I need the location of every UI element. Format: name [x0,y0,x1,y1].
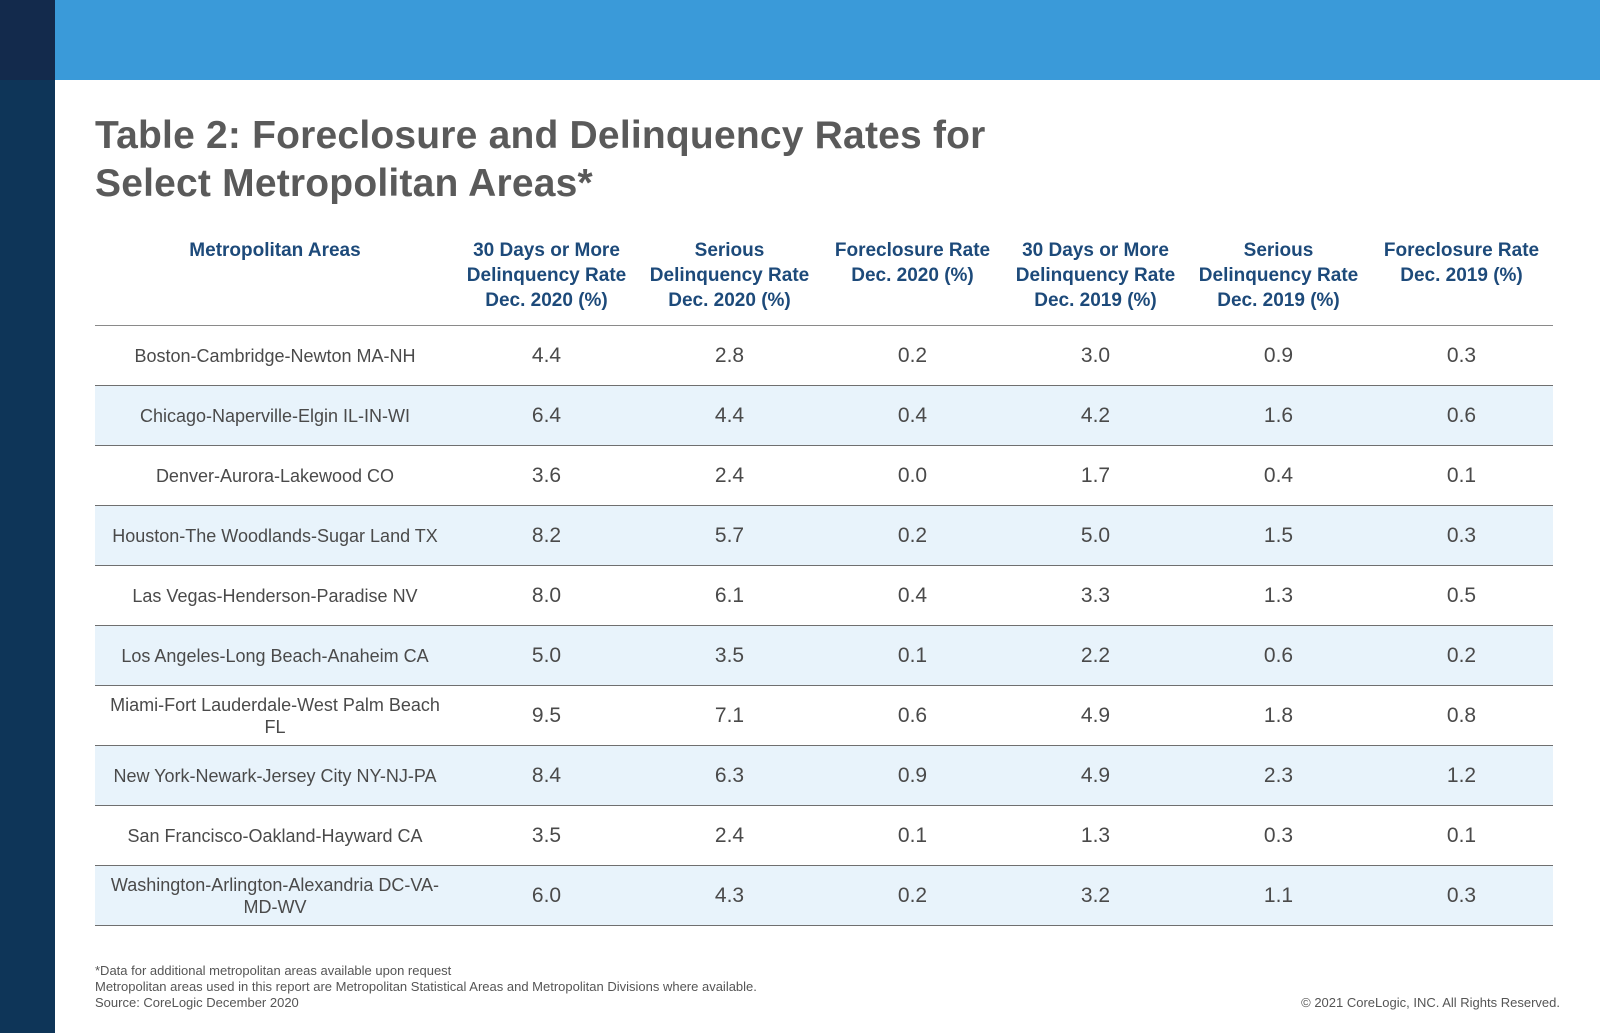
row-value: 3.5 [455,805,638,866]
header-delinq-30-2019: 30 Days or More Delinquency Rate Dec. 20… [1004,238,1187,326]
row-value: 8.4 [455,745,638,806]
header-foreclosure-2020: Foreclosure Rate Dec. 2020 (%) [821,238,1004,326]
row-area: New York-Newark-Jersey City NY-NJ-PA [95,745,455,806]
header-foreclosure-2019: Foreclosure Rate Dec. 2019 (%) [1370,238,1553,326]
table-row: Los Angeles-Long Beach-Anaheim CA 5.0 3.… [95,625,1553,686]
row-area: Las Vegas-Henderson-Paradise NV [95,565,455,626]
left-accent-bar-top [0,0,55,80]
footnote-metro-definition: Metropolitan areas used in this report a… [95,979,757,994]
row-value: 0.1 [821,625,1004,686]
row-value: 4.3 [638,865,821,926]
row-value: 1.3 [1187,565,1370,626]
header-serious-delinq-2019: Serious Delinquency Rate Dec. 2019 (%) [1187,238,1370,326]
row-value: 8.2 [455,505,638,566]
row-value: 2.2 [1004,625,1187,686]
row-value: 3.6 [455,445,638,506]
row-value: 0.1 [1370,805,1553,866]
footnote-data-request: *Data for additional metropolitan areas … [95,963,452,978]
row-value: 6.1 [638,565,821,626]
table-row: San Francisco-Oakland-Hayward CA 3.5 2.4… [95,805,1553,866]
table-header-row: Metropolitan Areas 30 Days or More Delin… [95,238,1553,326]
row-area: Denver-Aurora-Lakewood CO [95,445,455,506]
table-row: Miami-Fort Lauderdale-West Palm Beach FL… [95,685,1553,746]
row-value: 5.0 [1004,505,1187,566]
table-row: Washington-Arlington-Alexandria DC-VA-MD… [95,865,1553,926]
table-row: New York-Newark-Jersey City NY-NJ-PA 8.4… [95,745,1553,806]
header-serious-delinq-2020: Serious Delinquency Rate Dec. 2020 (%) [638,238,821,326]
row-value: 0.2 [1370,625,1553,686]
row-value: 4.4 [638,385,821,446]
page-title: Table 2: Foreclosure and Delinquency Rat… [95,114,986,205]
header-delinq-30-2020: 30 Days or More Delinquency Rate Dec. 20… [455,238,638,326]
metro-rates-table: Metropolitan Areas 30 Days or More Delin… [95,238,1553,926]
row-value: 2.4 [638,445,821,506]
row-value: 0.2 [821,505,1004,566]
row-value: 0.9 [1187,325,1370,386]
row-area: Houston-The Woodlands-Sugar Land TX [95,505,455,566]
row-value: 0.2 [821,325,1004,386]
row-area: Washington-Arlington-Alexandria DC-VA-MD… [95,865,455,926]
row-value: 0.5 [1370,565,1553,626]
row-value: 0.9 [821,745,1004,806]
row-value: 0.6 [821,685,1004,746]
row-value: 0.1 [821,805,1004,866]
row-value: 4.9 [1004,685,1187,746]
row-value: 1.8 [1187,685,1370,746]
row-value: 0.3 [1187,805,1370,866]
row-value: 0.4 [821,385,1004,446]
row-area: San Francisco-Oakland-Hayward CA [95,805,455,866]
row-value: 0.6 [1370,385,1553,446]
row-value: 5.0 [455,625,638,686]
row-value: 6.0 [455,865,638,926]
row-value: 0.3 [1370,865,1553,926]
left-accent-bar [0,0,55,1033]
row-value: 2.4 [638,805,821,866]
row-value: 0.3 [1370,325,1553,386]
row-area: Miami-Fort Lauderdale-West Palm Beach FL [95,685,455,746]
row-value: 1.6 [1187,385,1370,446]
row-value: 1.3 [1004,805,1187,866]
table-row: Boston-Cambridge-Newton MA-NH 4.4 2.8 0.… [95,325,1553,386]
footnote-source: Source: CoreLogic December 2020 [95,995,299,1010]
row-value: 3.3 [1004,565,1187,626]
row-value: 0.8 [1370,685,1553,746]
row-value: 0.4 [821,565,1004,626]
top-banner-bar [55,0,1600,80]
table-row: Las Vegas-Henderson-Paradise NV 8.0 6.1 … [95,565,1553,626]
row-value: 8.0 [455,565,638,626]
row-value: 3.5 [638,625,821,686]
row-value: 6.4 [455,385,638,446]
row-value: 4.9 [1004,745,1187,806]
row-value: 9.5 [455,685,638,746]
row-value: 7.1 [638,685,821,746]
footnotes: *Data for additional metropolitan areas … [95,963,757,1011]
row-value: 3.2 [1004,865,1187,926]
row-value: 4.2 [1004,385,1187,446]
row-value: 0.1 [1370,445,1553,506]
header-metro-areas: Metropolitan Areas [95,238,455,326]
row-value: 2.8 [638,325,821,386]
row-value: 6.3 [638,745,821,806]
row-value: 1.2 [1370,745,1553,806]
row-value: 0.4 [1187,445,1370,506]
table-row: Chicago-Naperville-Elgin IL-IN-WI 6.4 4.… [95,385,1553,446]
row-value: 5.7 [638,505,821,566]
row-value: 0.2 [821,865,1004,926]
row-value: 3.0 [1004,325,1187,386]
row-value: 0.3 [1370,505,1553,566]
row-value: 1.7 [1004,445,1187,506]
row-value: 2.3 [1187,745,1370,806]
table-row: Houston-The Woodlands-Sugar Land TX 8.2 … [95,505,1553,566]
table-row: Denver-Aurora-Lakewood CO 3.6 2.4 0.0 1.… [95,445,1553,506]
copyright-notice: © 2021 CoreLogic, INC. All Rights Reserv… [1301,995,1560,1010]
row-area: Los Angeles-Long Beach-Anaheim CA [95,625,455,686]
row-value: 1.1 [1187,865,1370,926]
row-area: Boston-Cambridge-Newton MA-NH [95,325,455,386]
row-value: 0.0 [821,445,1004,506]
row-value: 4.4 [455,325,638,386]
row-area: Chicago-Naperville-Elgin IL-IN-WI [95,385,455,446]
row-value: 0.6 [1187,625,1370,686]
row-value: 1.5 [1187,505,1370,566]
